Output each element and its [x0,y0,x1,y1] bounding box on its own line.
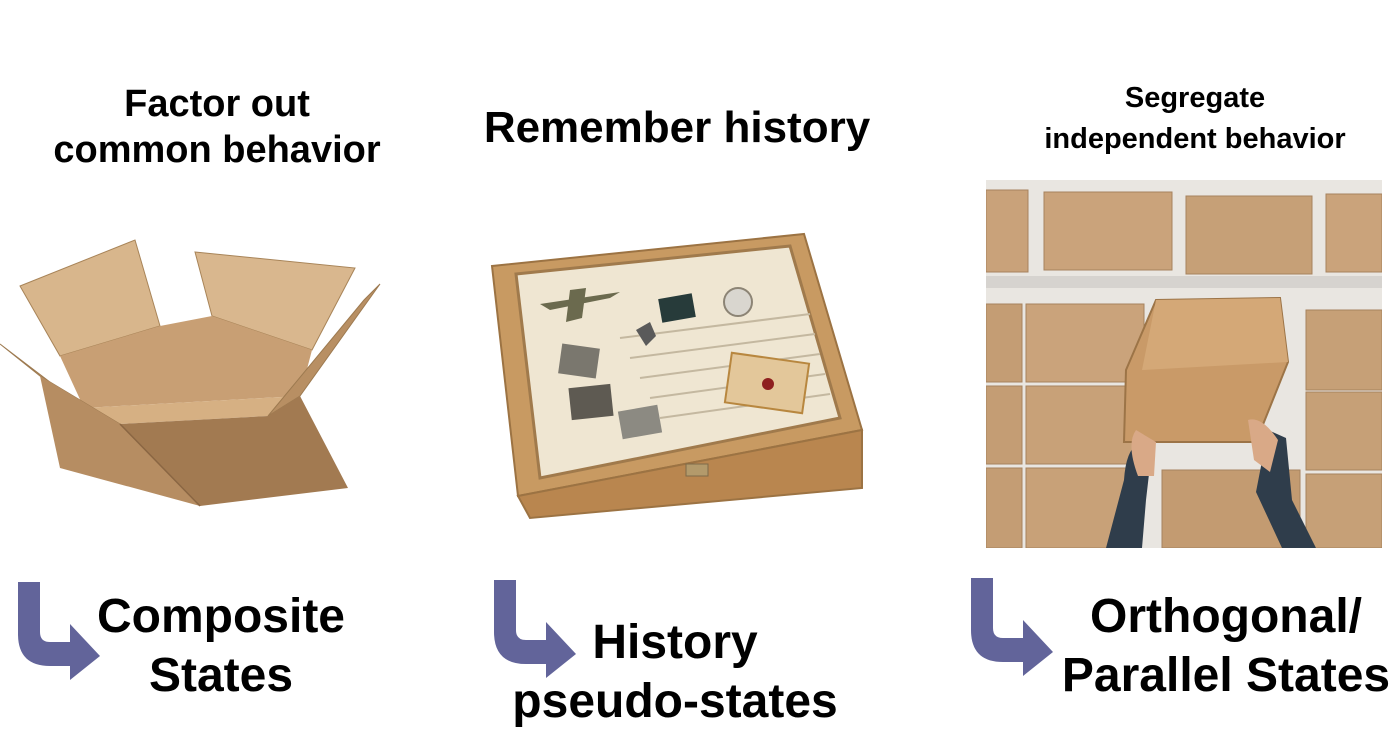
heading-segregate: Segregate independent behavior [1000,78,1390,159]
heading-line: Segregate [1124,82,1266,114]
label-line: Orthogonal/ [1090,590,1362,643]
label-line: States [148,648,294,702]
label-history-pseudo-states: History pseudo-states [500,614,850,731]
open-cardboard-box-image [0,238,384,508]
label-line: pseudo-states [512,674,838,728]
label-line: Composite [96,590,345,643]
heading-line: common behavior [53,128,381,171]
heading-factor-out: Factor out common behavior [0,82,434,173]
label-orthogonal-parallel-states: Orthogonal/ Parallel States [1052,588,1400,705]
label-line: History [592,616,758,669]
boxes-on-shelves-image [986,180,1382,548]
heading-remember-history: Remember history [470,102,884,155]
label-composite-states: Composite States [96,588,346,705]
curved-arrow-icon [12,580,104,680]
heading-line: Factor out [124,83,310,125]
curved-arrow-icon [488,578,580,678]
heading-line: Remember history [483,103,871,152]
label-line: Parallel States [1061,648,1391,702]
wooden-memory-box-image [470,218,870,528]
curved-arrow-icon [965,576,1057,676]
heading-line: independent behavior [1044,122,1346,155]
